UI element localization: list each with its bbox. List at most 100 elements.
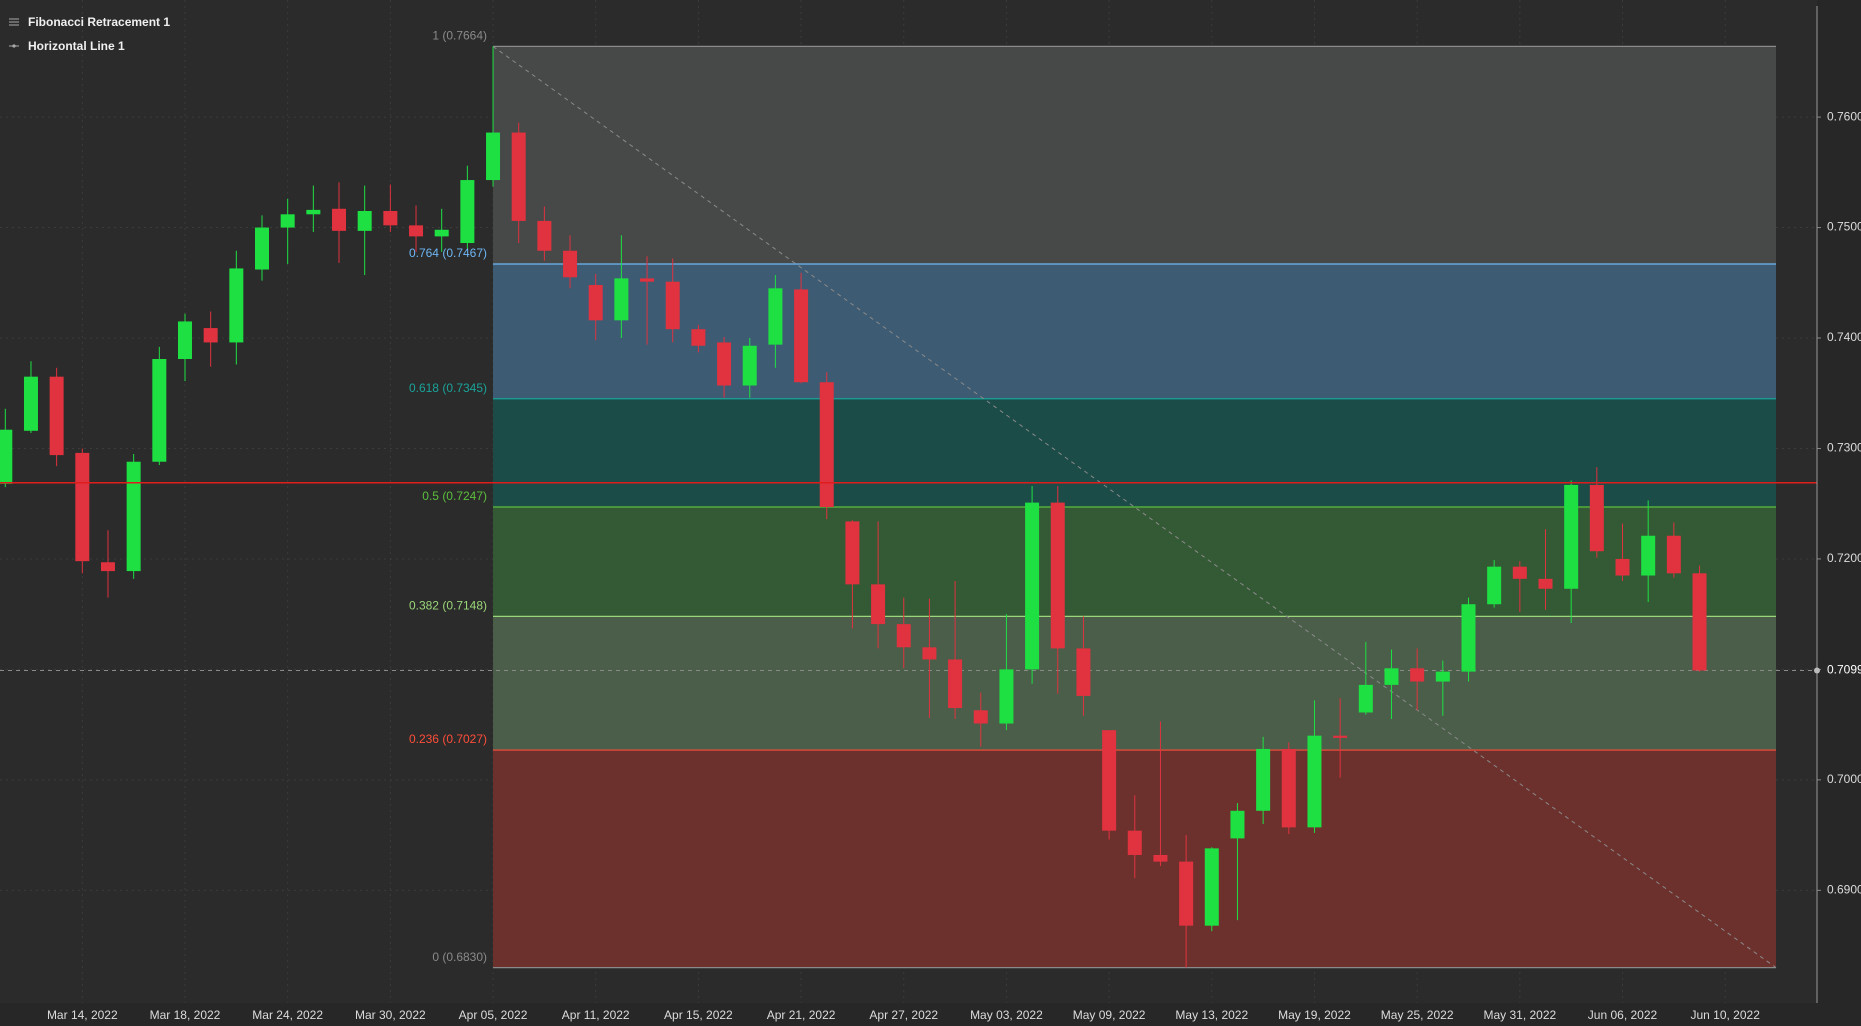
candle-body	[1256, 748, 1271, 811]
candle-body	[1153, 854, 1168, 862]
x-tick-label: Mar 24, 2022	[252, 1008, 323, 1022]
candle-body	[1384, 668, 1399, 685]
candle-body	[845, 521, 860, 585]
candle-body	[1281, 748, 1296, 828]
candle-body	[49, 376, 64, 456]
x-tick-label: Jun 06, 2022	[1588, 1008, 1658, 1022]
candle-body	[922, 647, 937, 660]
x-tick-label: May 25, 2022	[1381, 1008, 1454, 1022]
y-tick-label: 0.7500	[1827, 220, 1861, 234]
candle-body	[768, 288, 783, 345]
candle-body	[1204, 848, 1219, 926]
x-tick-label: Apr 11, 2022	[562, 1008, 630, 1022]
candle-body	[0, 429, 13, 484]
x-tick-label: Apr 27, 2022	[869, 1008, 938, 1022]
fib-band	[493, 616, 1776, 751]
candle-body	[1307, 735, 1322, 828]
candle-body	[1102, 730, 1117, 831]
legend-icon	[9, 18, 19, 26]
candle-body	[1410, 668, 1425, 682]
candle-body	[640, 278, 655, 282]
fib-band	[493, 398, 1776, 508]
candle-body	[203, 328, 218, 343]
candle-body	[1333, 735, 1348, 738]
candle-body	[896, 624, 911, 648]
candle-body	[742, 345, 757, 386]
candle-body	[1461, 604, 1476, 672]
x-tick-label: Mar 14, 2022	[47, 1008, 118, 1022]
x-tick-label: Mar 18, 2022	[150, 1008, 221, 1022]
candle-body	[1666, 535, 1681, 574]
x-tick-label: May 31, 2022	[1483, 1008, 1556, 1022]
fib-level-label: 0.764 (0.7467)	[409, 246, 487, 260]
candle-body	[691, 329, 706, 346]
candle-body	[126, 461, 141, 572]
candle-body	[665, 281, 680, 330]
x-tick-label: May 09, 2022	[1073, 1008, 1146, 1022]
candle-body	[280, 214, 295, 228]
candle-body	[1025, 502, 1040, 670]
candle-body	[871, 584, 886, 625]
candle-body	[537, 220, 552, 251]
legend-item[interactable]: Fibonacci Retracement 1	[8, 10, 170, 34]
candle-body	[794, 289, 809, 383]
candle-body	[229, 268, 244, 343]
y-tick-label: 0.7400	[1827, 330, 1861, 344]
candle-body	[177, 321, 192, 360]
candle-body	[409, 225, 424, 237]
x-tick-label: Mar 30, 2022	[355, 1008, 426, 1022]
candle-body	[948, 659, 963, 709]
candle-body	[1538, 578, 1553, 589]
legend: Fibonacci Retracement 1 Horizontal Line …	[8, 10, 170, 58]
candle-body	[75, 452, 90, 562]
legend-label: Horizontal Line 1	[28, 39, 125, 53]
candle-body	[588, 284, 603, 321]
candle-body	[23, 376, 38, 431]
y-tick-label: 0.7200	[1827, 551, 1861, 565]
fib-band	[493, 46, 1776, 265]
candle-body	[1589, 484, 1604, 552]
candle-body	[1487, 566, 1502, 605]
candle-body	[511, 132, 526, 221]
candle-body	[332, 208, 347, 231]
candle-body	[434, 229, 449, 237]
candle-body	[1230, 810, 1245, 839]
candle-body	[1076, 648, 1091, 696]
candle-body	[1358, 684, 1373, 713]
fib-level-label: 0.236 (0.7027)	[409, 732, 487, 746]
candle-body	[1615, 558, 1630, 576]
candle-body	[1179, 861, 1194, 926]
fib-level-label: 1 (0.7664)	[432, 29, 487, 43]
x-tick-label: May 19, 2022	[1278, 1008, 1351, 1022]
candle-body	[486, 132, 501, 181]
x-tick-label: Apr 21, 2022	[767, 1008, 836, 1022]
candle-body	[383, 210, 398, 226]
legend-item[interactable]: Horizontal Line 1	[8, 34, 170, 58]
candle-body	[1435, 671, 1450, 682]
x-tick-label: Apr 15, 2022	[664, 1008, 733, 1022]
y-tick-label: 0.7300	[1827, 441, 1861, 455]
candle-body	[1641, 535, 1656, 576]
fib-level-label: 0.382 (0.7148)	[409, 599, 487, 613]
candle-body	[357, 210, 372, 231]
y-tick-label: 0.7600	[1827, 109, 1861, 123]
y-tick-label: 0.7000	[1827, 772, 1861, 786]
candle-body	[973, 710, 988, 724]
price-marker	[1814, 667, 1820, 674]
fib-level-label: 0.618 (0.7345)	[409, 381, 487, 395]
x-tick-label: Apr 05, 2022	[459, 1008, 528, 1022]
candle-body	[999, 669, 1014, 724]
candle-body	[255, 227, 269, 270]
fib-band	[493, 507, 1776, 617]
x-tick-label: Jun 10, 2022	[1690, 1008, 1760, 1022]
fib-level-label: 0.5 (0.7247)	[422, 489, 487, 503]
price-label: 0.7099	[1827, 663, 1861, 677]
candle-body	[460, 180, 475, 244]
candle-body	[1050, 502, 1065, 649]
candle-body	[819, 382, 834, 508]
candle-body	[100, 562, 115, 572]
x-tick-label: May 13, 2022	[1175, 1008, 1248, 1022]
candle-body	[1692, 573, 1707, 671]
